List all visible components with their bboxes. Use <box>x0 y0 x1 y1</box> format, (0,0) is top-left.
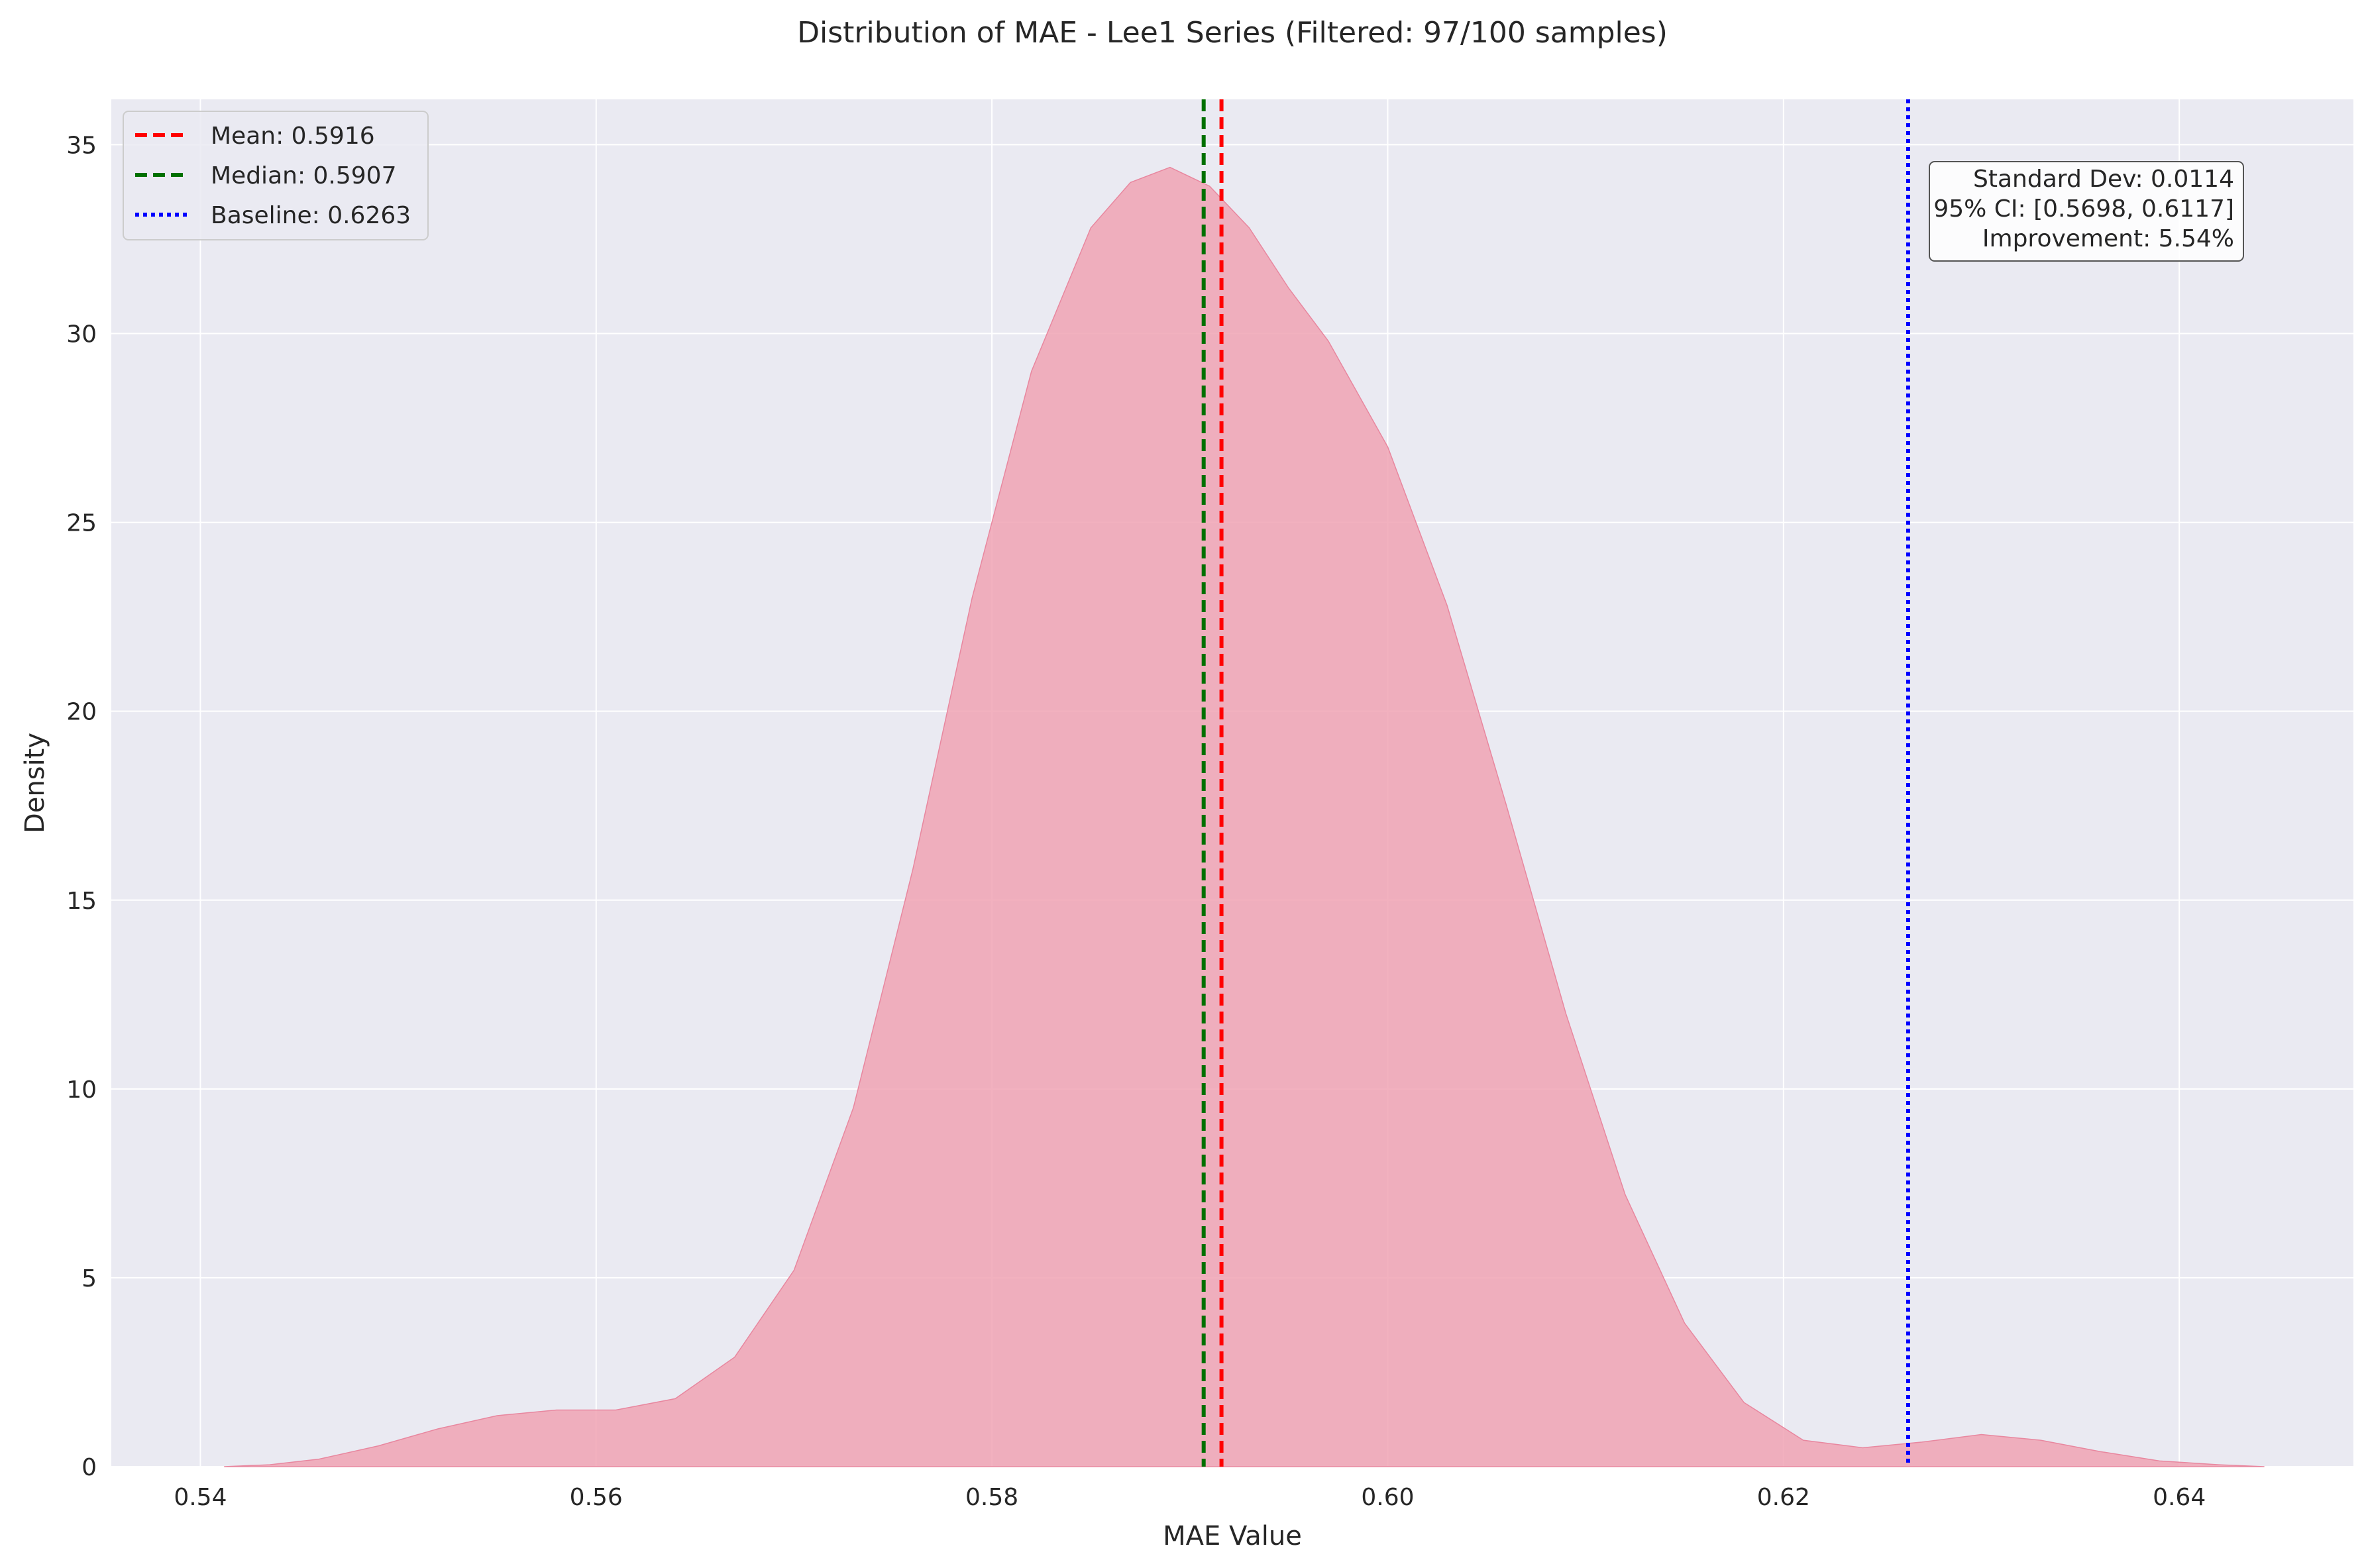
reference-lines <box>1201 99 1910 1467</box>
x-axis-ticks: 0.54 0.56 0.58 0.60 0.62 0.64 <box>174 1484 2206 1511</box>
x-axis-label: MAE Value <box>1163 1521 1302 1551</box>
y-tick-label: 5 <box>81 1265 97 1292</box>
x-tick-label: 0.56 <box>570 1484 623 1511</box>
legend-label: Median: 0.5907 <box>211 162 396 189</box>
legend-label: Mean: 0.5916 <box>211 123 375 150</box>
y-tick-label: 0 <box>81 1454 97 1481</box>
y-tick-label: 30 <box>66 321 97 348</box>
y-tick-label: 15 <box>66 888 97 915</box>
stats-line-std: Standard Dev: 0.0114 <box>1973 166 2234 193</box>
series-group <box>224 166 2265 1467</box>
x-tick-label: 0.54 <box>174 1484 227 1511</box>
x-tick-label: 0.60 <box>1361 1484 1414 1511</box>
kde-area <box>224 166 2265 1467</box>
legend: Mean: 0.5916 Median: 0.5907 Baseline: 0.62… <box>123 111 429 240</box>
y-tick-label: 20 <box>66 699 97 726</box>
stats-line-ci: 95% CI: [0.5698, 0.6117] <box>1933 195 2234 223</box>
legend-label: Baseline: 0.6263 <box>211 202 411 229</box>
y-axis-ticks: 0 5 10 15 20 25 30 35 <box>66 132 97 1481</box>
y-tick-label: 10 <box>66 1076 97 1104</box>
stats-box <box>1929 161 2244 262</box>
x-tick-label: 0.62 <box>1757 1484 1810 1511</box>
y-axis-label: Density <box>20 733 50 833</box>
stats-line-improvement: Improvement: 5.54% <box>1982 225 2234 252</box>
y-tick-label: 25 <box>66 510 97 537</box>
y-tick-label: 35 <box>66 132 97 159</box>
legend-box <box>123 111 429 240</box>
x-tick-label: 0.64 <box>2153 1484 2206 1511</box>
stats-annotation: Standard Dev: 0.0114 95% CI: [0.5698, 0.… <box>1929 161 2244 262</box>
x-tick-label: 0.58 <box>965 1484 1018 1511</box>
chart-title: Distribution of MAE - Lee1 Series (Filte… <box>797 16 1668 50</box>
